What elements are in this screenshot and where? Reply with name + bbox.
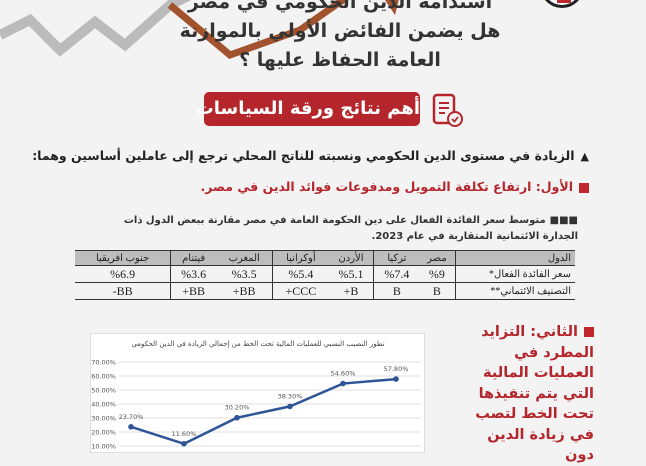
table-row: التصنيف الائتماني** B B B+ CCC+ BB+ BB+ … [75, 282, 575, 300]
table-header: الأردن [328, 250, 374, 266]
data-label: 57.80% [384, 365, 409, 373]
table-cell: %5.1 [328, 265, 374, 283]
table-caption: ■■■متوسط سعر الفائدة الفعال على دين الحك… [88, 213, 578, 245]
table-cell: %6.9 [75, 265, 171, 283]
table-cell: B [419, 282, 455, 300]
y-tick-label: 50.00% [91, 387, 116, 395]
data-label: 30.20% [225, 404, 250, 412]
title-line-3: العامة الحفاظ عليها ؟ [239, 49, 441, 71]
table-cell: %5.4 [272, 265, 329, 283]
point-1-text: الزيادة في مستوى الدين الحكومي ونسبته لل… [32, 148, 575, 163]
square-bullet-icon [584, 327, 594, 337]
data-point [181, 440, 187, 447]
data-label: 23.70% [119, 413, 144, 421]
table-cell: B [373, 282, 420, 300]
table-cell: %3.5 [216, 265, 273, 283]
title-line-1: استدامة الدين الحكومي في مصر [187, 0, 493, 13]
line-chart: تطور النصيب النسبي للعمليات المالية تحت … [90, 333, 425, 453]
point-second-text: الثاني: التزايد المطرد في العمليات المال… [475, 324, 594, 463]
table-header: المغرب [216, 250, 273, 266]
data-label: 11.60% [172, 430, 197, 438]
table-header: الدول [454, 250, 575, 266]
table-cell: BB- [75, 282, 171, 300]
title-line-2: هل يضمن الفائض الأولي بالموازنة [179, 20, 501, 42]
data-label: 54.60% [331, 370, 356, 378]
y-tick-label: 20.00% [91, 429, 116, 437]
y-tick-label: 30.00% [91, 415, 116, 423]
y-tick-label: 60.00% [91, 373, 116, 381]
data-point [128, 424, 134, 430]
data-label: 38.30% [278, 392, 303, 400]
section-badge: أهم نتائج ورقة السياسات [196, 92, 420, 126]
table-cell: CCC+ [272, 282, 329, 300]
point-first-text: الأول: ارتفاع تكلفة التمويل ومدفوعات فوا… [200, 179, 573, 194]
y-tick-label: 10.00% [91, 443, 116, 451]
table-cell: B+ [328, 282, 374, 300]
document-check-icon [432, 93, 463, 127]
point-1: ▲ الزيادة في مستوى الدين الحكومي ونسبته ل… [32, 148, 589, 163]
table-cell: BB+ [170, 282, 217, 300]
triangle-bullet-icon: ▲ [580, 150, 589, 163]
data-point [234, 414, 240, 421]
table-cell: التصنيف الائتماني** [454, 282, 575, 300]
series-line [130, 377, 397, 446]
table-section: ■■■متوسط سعر الفائدة الفعال على دين الحك… [70, 213, 580, 300]
table-header: جنوب افريقيا [75, 250, 171, 266]
data-point [340, 380, 346, 387]
table-header: فيتنام [170, 250, 217, 266]
caption-bullet: ■■■ [549, 215, 578, 226]
table-cell: %7.4 [373, 265, 420, 283]
point-second: الثاني: التزايد المطرد في العمليات المال… [464, 322, 594, 466]
table-cell: %3.6 [170, 265, 217, 283]
chart-title: تطور النصيب النسبي للعمليات المالية تحت … [131, 340, 384, 348]
table-header: مصر [419, 250, 455, 266]
table-cell: %9 [419, 265, 455, 283]
point-first: الأول: ارتفاع تكلفة التمويل ومدفوعات فوا… [200, 179, 589, 194]
table-header-row: الدول مصر تركيا الأردن أوكرانيا المغرب ف… [75, 250, 575, 266]
page-title: استدامة الدين الحكومي في مصر هل يضمن الف… [130, 0, 550, 75]
table-header: أوكرانيا [272, 250, 329, 266]
y-tick-label: 70.00% [91, 359, 116, 367]
table-caption-text: متوسط سعر الفائدة الفعال على دين الحكومة… [123, 215, 578, 242]
table-row: سعر الفائدة الفعال* %9 %7.4 %5.1 %5.4 %3… [75, 265, 575, 283]
table-cell: BB+ [216, 282, 273, 300]
data-point [393, 376, 399, 382]
rising-arrow-graphic [0, 0, 399, 59]
square-bullet-icon [579, 182, 589, 193]
table-header: تركيا [373, 250, 420, 266]
y-tick-label: 40.00% [91, 401, 116, 409]
interest-rate-table: الدول مصر تركيا الأردن أوكرانيا المغرب ف… [75, 250, 575, 300]
data-point [287, 403, 293, 410]
table-cell: سعر الفائدة الفعال* [454, 265, 575, 283]
